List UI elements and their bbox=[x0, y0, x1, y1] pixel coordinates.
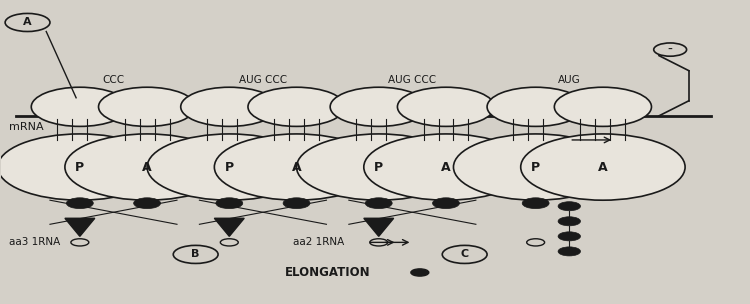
Circle shape bbox=[181, 87, 278, 126]
Circle shape bbox=[65, 134, 230, 200]
Circle shape bbox=[364, 134, 528, 200]
Text: aa2 1RNA: aa2 1RNA bbox=[292, 237, 344, 247]
Polygon shape bbox=[364, 218, 394, 236]
Circle shape bbox=[330, 87, 427, 126]
Text: P: P bbox=[531, 161, 540, 174]
Text: AUG CCC: AUG CCC bbox=[238, 75, 287, 85]
Circle shape bbox=[558, 202, 580, 211]
Circle shape bbox=[134, 198, 160, 209]
Circle shape bbox=[248, 87, 345, 126]
Circle shape bbox=[398, 87, 494, 126]
Text: A: A bbox=[292, 161, 302, 174]
Circle shape bbox=[487, 87, 584, 126]
Text: CCC: CCC bbox=[103, 75, 125, 85]
Text: A: A bbox=[441, 161, 451, 174]
Circle shape bbox=[98, 87, 196, 126]
Circle shape bbox=[216, 198, 243, 209]
Text: AUG: AUG bbox=[558, 75, 580, 85]
Circle shape bbox=[411, 269, 429, 276]
Text: A: A bbox=[23, 17, 32, 27]
Text: P: P bbox=[225, 161, 234, 174]
Text: -: - bbox=[668, 43, 673, 57]
Circle shape bbox=[283, 198, 310, 209]
Circle shape bbox=[558, 217, 580, 226]
Polygon shape bbox=[214, 218, 244, 236]
Text: mRNA: mRNA bbox=[9, 122, 44, 132]
Text: P: P bbox=[75, 161, 85, 174]
Text: ELONGATION: ELONGATION bbox=[285, 266, 371, 279]
Text: C: C bbox=[460, 249, 469, 259]
Circle shape bbox=[296, 134, 461, 200]
Circle shape bbox=[558, 232, 580, 241]
Text: A: A bbox=[142, 161, 152, 174]
Text: aa3 1RNA: aa3 1RNA bbox=[9, 237, 60, 247]
Circle shape bbox=[520, 134, 685, 200]
Circle shape bbox=[558, 247, 580, 256]
Circle shape bbox=[365, 198, 392, 209]
Text: A: A bbox=[598, 161, 608, 174]
Circle shape bbox=[522, 198, 549, 209]
Circle shape bbox=[433, 198, 460, 209]
Text: P: P bbox=[374, 161, 383, 174]
Text: B: B bbox=[191, 249, 200, 259]
Polygon shape bbox=[65, 218, 94, 236]
Circle shape bbox=[147, 134, 311, 200]
Circle shape bbox=[67, 198, 93, 209]
Circle shape bbox=[454, 134, 618, 200]
Circle shape bbox=[0, 134, 162, 200]
Circle shape bbox=[214, 134, 379, 200]
Circle shape bbox=[32, 87, 128, 126]
Circle shape bbox=[554, 87, 652, 126]
Text: AUG CCC: AUG CCC bbox=[388, 75, 436, 85]
